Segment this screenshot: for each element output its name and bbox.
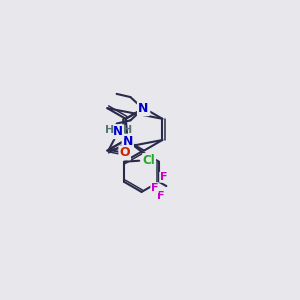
Text: O: O xyxy=(139,102,149,115)
Text: Cl: Cl xyxy=(143,154,155,166)
Text: F: F xyxy=(151,183,158,193)
Text: N: N xyxy=(113,125,123,138)
Text: N: N xyxy=(123,134,133,148)
Text: H: H xyxy=(105,125,114,135)
Text: O: O xyxy=(119,146,130,159)
Text: F: F xyxy=(160,172,167,182)
Text: F: F xyxy=(157,191,165,201)
Text: H: H xyxy=(122,125,132,135)
Text: N: N xyxy=(138,102,148,115)
